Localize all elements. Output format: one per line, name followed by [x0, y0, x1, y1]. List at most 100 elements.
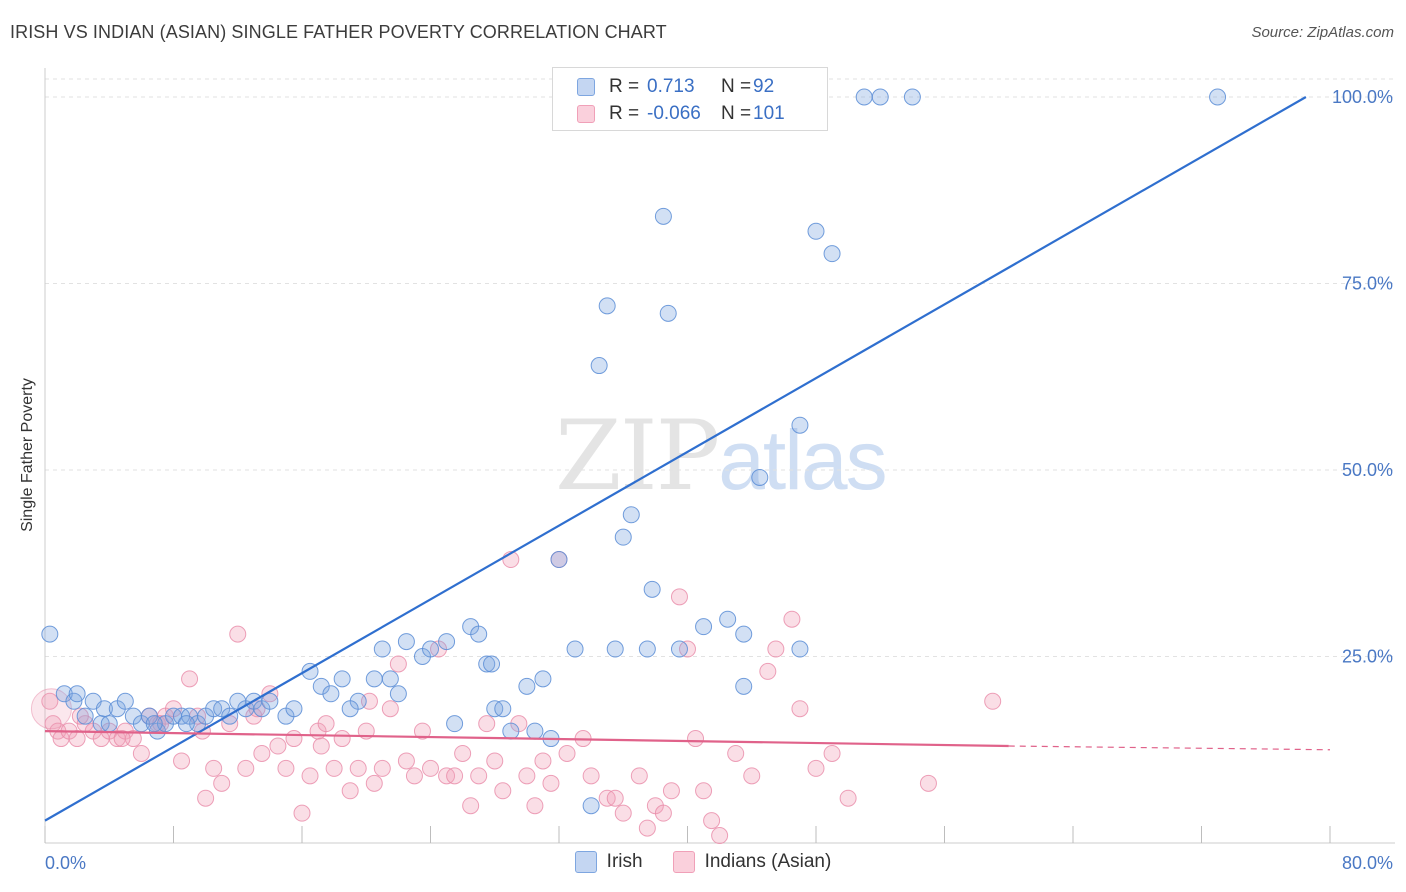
point-indians: [486, 752, 504, 770]
point-indians: [638, 819, 656, 837]
point-indians: [277, 759, 295, 777]
point-irish: [494, 700, 512, 718]
trend-line-indians: [44, 730, 1009, 748]
point-irish: [177, 715, 195, 733]
series-indians-points: [30, 551, 1002, 845]
point-indians: [582, 767, 600, 785]
x-tick-label: 80.0%: [1342, 853, 1393, 873]
point-irish: [422, 640, 439, 658]
point-indians: [767, 640, 785, 658]
point-irish: [373, 640, 391, 658]
point-irish: [478, 655, 496, 673]
point-irish: [389, 685, 407, 703]
point-indians: [711, 827, 729, 845]
point-indians: [783, 610, 801, 628]
point-irish: [590, 357, 608, 375]
point-indians: [687, 730, 705, 748]
point-irish: [470, 625, 488, 643]
point-irish: [606, 640, 624, 658]
point-indians: [325, 759, 343, 777]
y-tick-label: 100.0%: [1332, 87, 1393, 107]
trend-line-indians-extension: [1008, 745, 1331, 751]
point-indians: [181, 670, 199, 688]
point-indians: [470, 767, 488, 785]
point-indians: [381, 700, 399, 718]
point-indians: [494, 782, 512, 800]
y-tick-label: 25.0%: [1342, 647, 1393, 667]
point-irish: [643, 580, 661, 598]
point-indians: [205, 759, 223, 777]
point-indians: [526, 797, 544, 815]
point-indians: [197, 789, 215, 807]
point-indians: [919, 774, 937, 792]
point-indians: [703, 812, 721, 830]
point-irish: [751, 468, 769, 486]
stats-legend: R = 0.713 N = 92 R = -0.066 N = 101: [552, 67, 828, 131]
point-indians: [542, 774, 560, 792]
watermark-zip: ZIP: [555, 400, 720, 512]
point-indians: [269, 737, 287, 755]
legend-label-irish: Irish: [606, 851, 643, 872]
x-tick-label: 0.0%: [45, 853, 86, 873]
trend-line-irish: [44, 96, 1307, 822]
point-irish: [582, 797, 600, 815]
legend-item-indians[interactable]: Indians (Asian): [672, 851, 831, 873]
point-indians: [839, 789, 857, 807]
point-indians: [71, 707, 89, 725]
point-indians: [333, 730, 351, 748]
point-irish: [341, 700, 359, 718]
point-indians: [823, 744, 841, 762]
point-indians: [654, 804, 672, 822]
point-irish: [333, 670, 351, 688]
legend-row-indians: R = -0.066 N = 101: [577, 102, 785, 126]
point-irish: [68, 685, 86, 703]
point-indians: [446, 767, 464, 785]
point-irish: [735, 625, 753, 643]
series-legend: Irish Indians (Asian): [0, 851, 1406, 873]
point-indians: [670, 588, 688, 606]
point-indians: [518, 767, 536, 785]
point-indians: [727, 744, 745, 762]
point-indians: [68, 730, 86, 748]
point-indians: [791, 700, 809, 718]
series-irish-points: [41, 88, 1227, 815]
point-indians: [422, 759, 439, 777]
legend-item-irish[interactable]: Irish: [574, 851, 643, 873]
point-indians: [365, 774, 383, 792]
point-irish: [261, 692, 279, 710]
point-indians: [317, 715, 335, 733]
point-indians: [413, 722, 431, 740]
y-tick-label: 75.0%: [1342, 274, 1393, 294]
point-irish: [598, 297, 616, 315]
watermark-atlas: atlas: [718, 413, 887, 507]
legend-n-label: N =: [721, 76, 752, 97]
point-irish: [791, 416, 809, 434]
point-irish: [322, 685, 340, 703]
point-irish: [823, 245, 841, 263]
point-irish: [483, 655, 501, 673]
tick-labels: 25.0% 50.0% 75.0% 100.0% 0.0% 80.0%: [45, 87, 1393, 873]
point-irish: [397, 633, 415, 651]
legend-r-label: R =: [609, 76, 640, 97]
point-indians: [293, 804, 311, 822]
point-irish: [659, 304, 677, 322]
point-irish: [871, 88, 889, 106]
point-irish: [735, 677, 753, 695]
point-indians: [41, 692, 59, 710]
point-irish: [534, 670, 552, 688]
trend-lines: [44, 96, 1331, 822]
point-indians: [534, 752, 552, 770]
point-irish: [365, 670, 383, 688]
point-irish: [638, 640, 656, 658]
point-indians: [630, 767, 648, 785]
point-indians: [132, 744, 150, 762]
legend-swatch-irish: [577, 78, 595, 96]
point-irish: [791, 640, 809, 658]
point-irish: [550, 551, 568, 569]
point-indians: [454, 744, 472, 762]
point-irish: [438, 633, 456, 651]
axes: [44, 68, 1395, 844]
point-indians: [462, 797, 480, 815]
point-indians: [743, 767, 761, 785]
point-irish: [100, 715, 118, 733]
